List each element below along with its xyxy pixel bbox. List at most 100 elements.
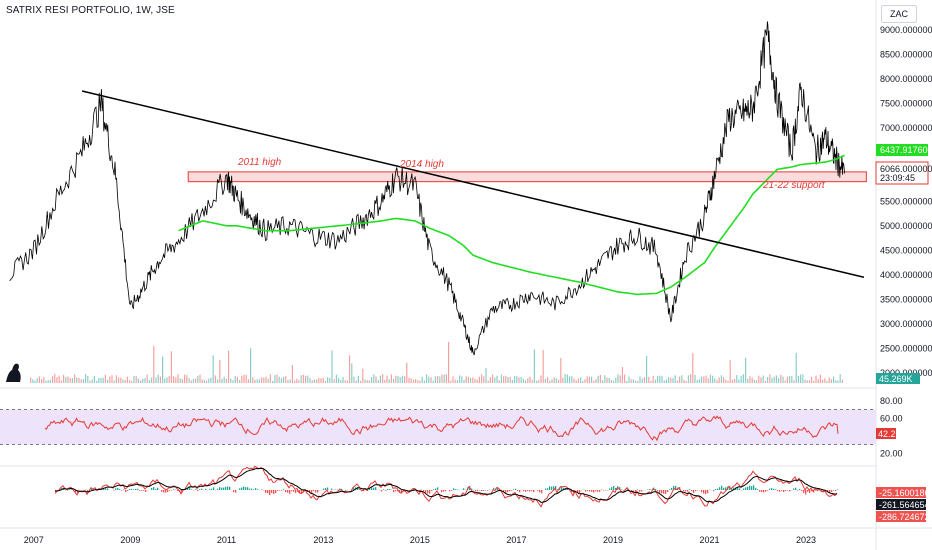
macd-histogram-bar bbox=[133, 489, 135, 490]
signal-line bbox=[54, 467, 838, 503]
macd-histogram-bar bbox=[269, 490, 271, 496]
volume-bar bbox=[199, 374, 201, 383]
volume-bar bbox=[456, 380, 458, 383]
volume-bar bbox=[118, 377, 120, 383]
macd-histogram-bar bbox=[359, 489, 361, 490]
volume-bar bbox=[714, 378, 716, 383]
volume-bar bbox=[505, 375, 507, 383]
volume-bar bbox=[91, 379, 93, 383]
svg-text:6437.9176000: 6437.9176000 bbox=[880, 145, 932, 155]
volume-bar bbox=[45, 380, 47, 383]
macd-histogram-bar bbox=[765, 490, 767, 492]
volume-bar bbox=[316, 379, 318, 383]
support-zone bbox=[187, 171, 867, 183]
macd-histogram-bar bbox=[731, 488, 733, 490]
volume-bar bbox=[415, 379, 417, 383]
macd-histogram-bar bbox=[831, 490, 833, 492]
svg-text:23:09:45: 23:09:45 bbox=[880, 173, 915, 183]
volume-bar bbox=[485, 367, 487, 383]
macd-histogram-bar bbox=[815, 490, 817, 491]
volume-bar bbox=[404, 376, 406, 383]
volume-bar bbox=[89, 380, 91, 383]
macd-histogram-bar bbox=[595, 490, 597, 492]
volume-bar bbox=[267, 378, 269, 383]
volume-bar bbox=[445, 374, 447, 383]
volume-bar bbox=[533, 349, 535, 383]
macd-histogram-bar bbox=[457, 489, 459, 490]
macd-histogram-bar bbox=[297, 490, 299, 492]
volume-bar bbox=[569, 376, 571, 383]
volume-bar bbox=[650, 380, 652, 383]
price-tick-label: 9000.0000000 bbox=[880, 25, 932, 35]
macd-histogram-bar bbox=[243, 486, 245, 490]
x-tick-label: 2011 bbox=[217, 535, 236, 545]
macd-histogram-bar bbox=[577, 490, 579, 493]
volume-bar bbox=[602, 380, 604, 383]
volume-bar bbox=[382, 374, 384, 383]
macd-histogram-bar bbox=[187, 487, 189, 490]
volume-bar bbox=[247, 379, 249, 383]
macd-histogram-bar bbox=[163, 490, 165, 493]
volume-bar bbox=[162, 356, 164, 383]
volume-bar bbox=[716, 380, 718, 383]
macd-histogram-bar bbox=[145, 490, 147, 492]
volume-bar bbox=[353, 376, 355, 383]
macd-histogram-bar bbox=[301, 490, 303, 494]
volume-bar bbox=[542, 350, 544, 383]
trendline bbox=[81, 90, 865, 278]
volume-bar bbox=[197, 375, 199, 383]
macd-histogram-bar bbox=[549, 486, 551, 490]
volume-bar bbox=[131, 380, 133, 383]
macd-histogram-bar bbox=[339, 488, 341, 490]
macd-histogram-bar bbox=[235, 490, 237, 493]
macd-histogram-bar bbox=[725, 487, 727, 490]
volume-bar bbox=[302, 374, 304, 383]
macd-histogram-bar bbox=[707, 490, 709, 494]
macd-histogram-bar bbox=[507, 490, 509, 493]
macd-histogram-bar bbox=[809, 490, 811, 494]
volume-bar bbox=[395, 375, 397, 383]
macd-histogram-bar bbox=[167, 490, 169, 493]
volume-bar bbox=[351, 363, 353, 383]
macd-histogram-bar bbox=[585, 490, 587, 492]
volume-bar bbox=[76, 377, 78, 383]
volume-bar bbox=[335, 374, 337, 383]
macd-histogram-bar bbox=[673, 485, 675, 490]
macd-histogram-bar bbox=[107, 488, 109, 490]
volume-bar bbox=[296, 378, 298, 383]
volume-bar bbox=[195, 378, 197, 383]
volume-bar bbox=[577, 378, 579, 383]
volume-bar bbox=[665, 379, 667, 383]
macd-histogram-bar bbox=[245, 487, 247, 490]
volume-bar bbox=[566, 374, 568, 383]
macd-histogram-bar bbox=[821, 490, 823, 492]
macd-histogram-bar bbox=[799, 488, 801, 490]
volume-bar bbox=[333, 379, 335, 383]
volume-bar bbox=[661, 375, 663, 383]
volume-bar bbox=[734, 378, 736, 383]
volume-bar bbox=[720, 375, 722, 383]
price-tick-label: 3500.0000000 bbox=[880, 294, 932, 304]
volume-bar bbox=[43, 377, 45, 383]
volume-bar bbox=[478, 376, 480, 383]
volume-bar bbox=[179, 378, 181, 383]
svg-text:45.269K: 45.269K bbox=[879, 374, 913, 384]
volume-bar bbox=[291, 365, 293, 383]
volume-bar bbox=[399, 377, 401, 383]
macd-histogram-bar bbox=[397, 490, 399, 492]
volume-bar bbox=[65, 376, 67, 383]
macd-histogram-bar bbox=[587, 490, 589, 491]
macd-histogram-bar bbox=[369, 488, 371, 490]
volume-bar bbox=[60, 380, 62, 383]
macd-histogram-bar bbox=[497, 487, 499, 490]
currency-button[interactable]: ZAC bbox=[881, 5, 917, 23]
price-tick-label: 4500.0000000 bbox=[880, 245, 932, 255]
volume-bar bbox=[210, 377, 212, 383]
macd-histogram-bar bbox=[785, 490, 787, 492]
rsi-band bbox=[0, 409, 876, 445]
volume-bar bbox=[672, 378, 674, 383]
macd-histogram-bar bbox=[195, 489, 197, 490]
volume-bar bbox=[102, 377, 104, 383]
price-tick-label: 2000.0000000 bbox=[880, 368, 932, 378]
